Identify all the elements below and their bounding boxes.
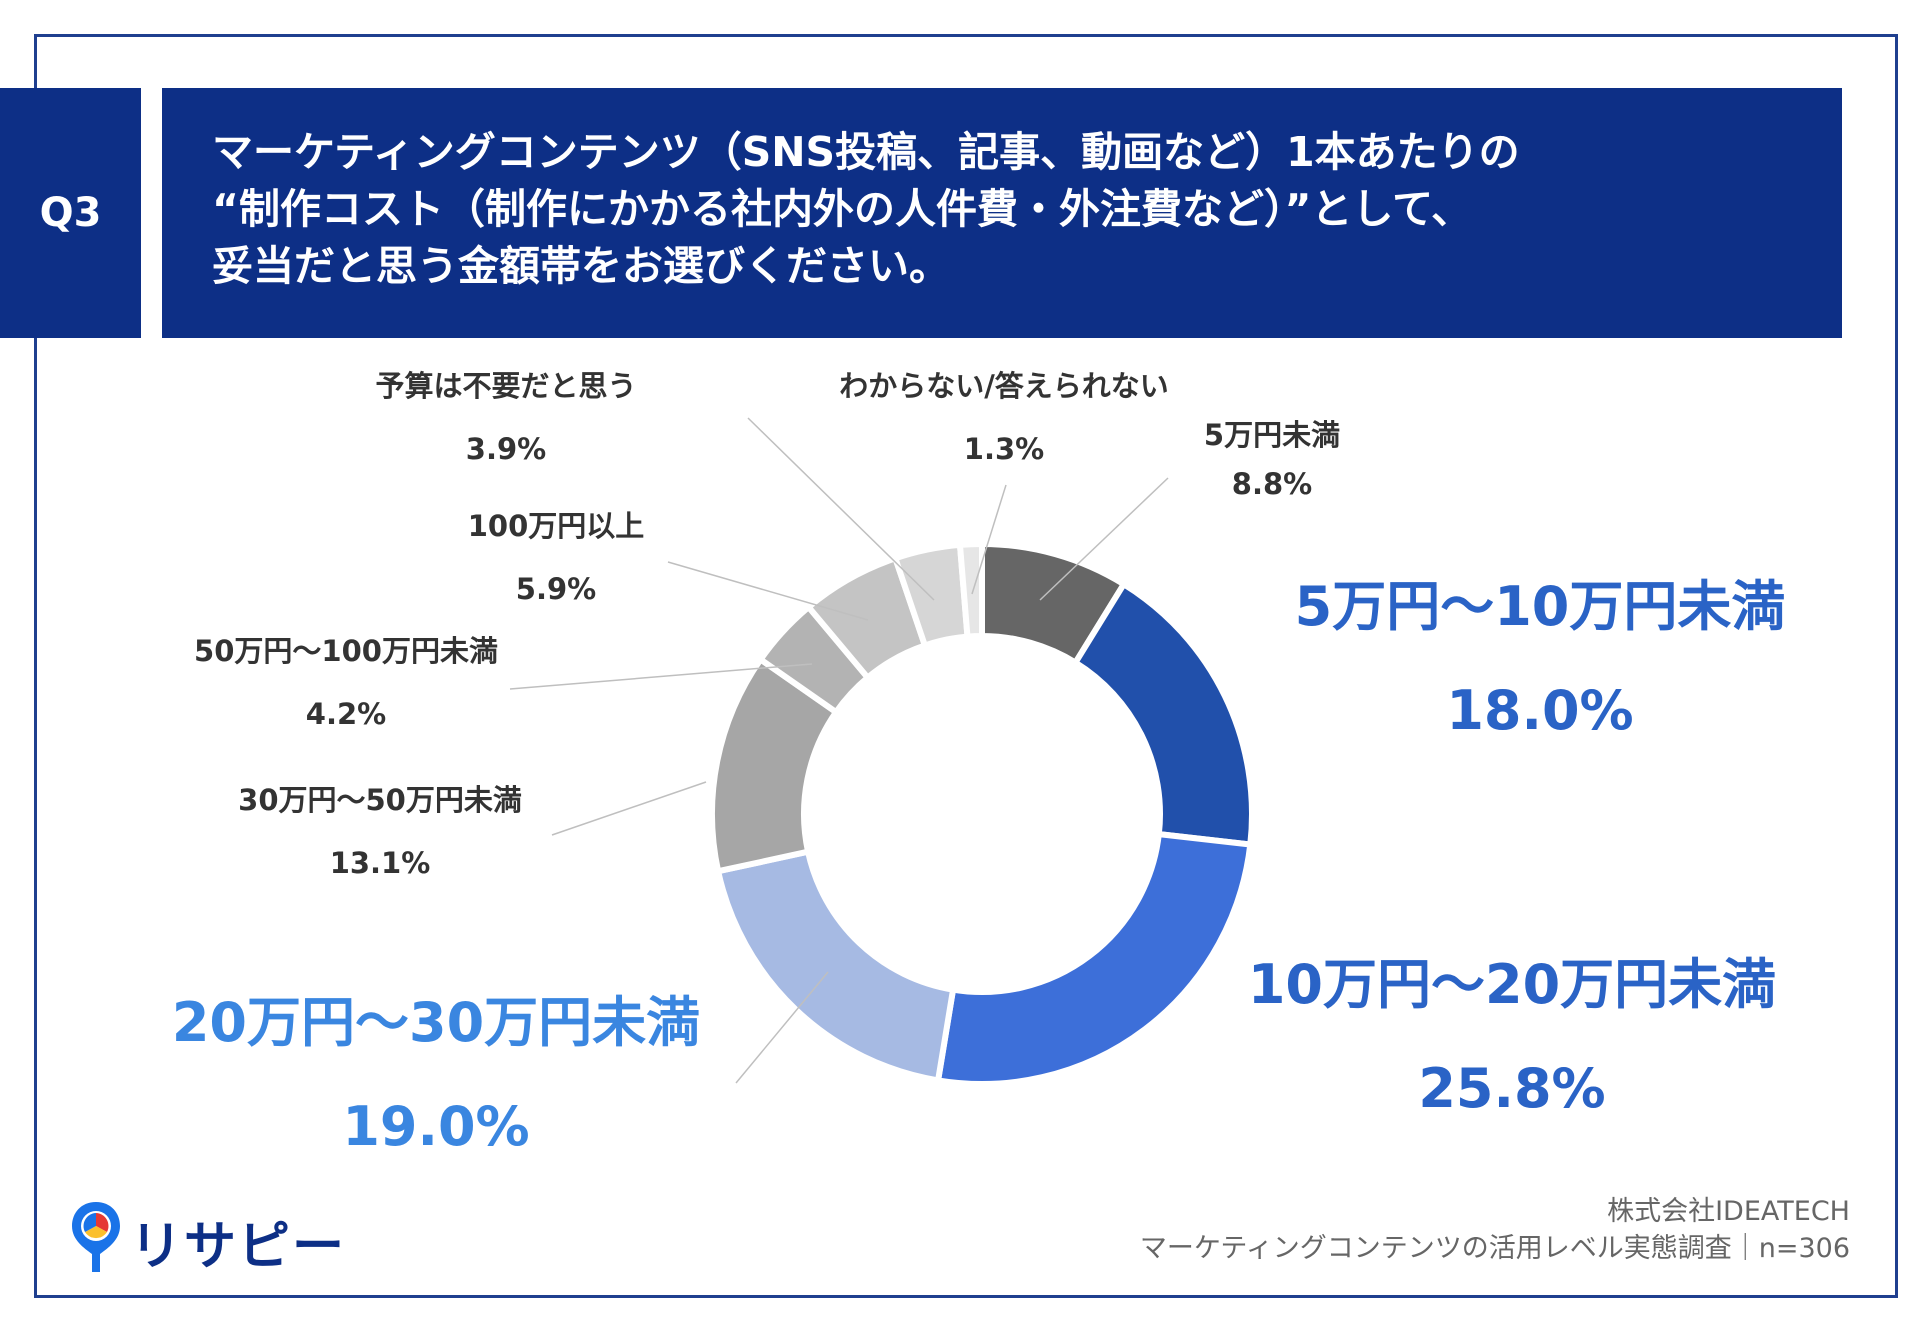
value-label-3: 25.8%: [1418, 1057, 1605, 1120]
donut-slice-9: [956, 540, 985, 640]
value-label-1: 8.8%: [1232, 467, 1312, 501]
leader-line-9: [971, 484, 1007, 595]
category-label-7: 100万円以上: [468, 509, 645, 543]
leader-line-8: [747, 417, 935, 601]
value-label-6: 4.2%: [306, 697, 386, 731]
category-label-8: 予算は不要だと思う: [375, 369, 636, 403]
logo-text: リサピー: [130, 1217, 347, 1277]
leader-line-5: [551, 781, 707, 836]
category-label-4: 20万円～30万円未満: [172, 991, 700, 1054]
question-line-2: “制作コスト（制作にかかる社内外の人件費・外注費など）”として、: [212, 185, 1473, 233]
category-label-3: 10万円～20万円未満: [1248, 953, 1776, 1016]
value-label-2: 18.0%: [1446, 679, 1633, 742]
category-label-5: 30万円～50万円未満: [238, 783, 522, 817]
leader-line-6: [509, 663, 813, 690]
question-line-1: マーケティングコンテンツ（SNS投稿、記事、動画など）1本あたりの: [212, 128, 1520, 176]
value-label-9: 1.3%: [964, 432, 1044, 466]
value-label-7: 5.9%: [516, 572, 596, 606]
leader-line-1: [1039, 477, 1169, 601]
question-title: マーケティングコンテンツ（SNS投稿、記事、動画など）1本あたりの “制作コスト…: [162, 88, 1842, 338]
donut-slice-3: [934, 830, 1254, 1087]
risapi-logo: リサピー: [68, 1200, 344, 1277]
value-label-8: 3.9%: [466, 432, 546, 466]
category-label-6: 50万円～100万円未満: [194, 634, 498, 668]
leader-line-7: [667, 561, 869, 621]
question-badge: Q3: [0, 88, 141, 338]
category-label-9: わからない/答えられない: [839, 369, 1169, 403]
donut-slice-4: [714, 848, 957, 1084]
footer: 株式会社IDEATECH マーケティングコンテンツの活用レベル実態調査｜n=30…: [1140, 1193, 1850, 1267]
category-label-2: 5万円～10万円未満: [1295, 575, 1786, 638]
footer-survey: マーケティングコンテンツの活用レベル実態調査｜n=306: [1139, 1233, 1850, 1264]
question-line-3: 妥当だと思う金額帯をお選びください。: [212, 242, 950, 290]
value-label-5: 13.1%: [330, 846, 431, 880]
pin-icon: [72, 1202, 120, 1272]
value-label-4: 19.0%: [342, 1095, 529, 1158]
footer-company: 株式会社IDEATECH: [1607, 1196, 1850, 1227]
category-label-1: 5万円未満: [1204, 418, 1340, 452]
outer-frame: [34, 34, 1898, 1298]
leader-line-4: [735, 971, 829, 1084]
donut-slice-2: [1071, 580, 1255, 848]
